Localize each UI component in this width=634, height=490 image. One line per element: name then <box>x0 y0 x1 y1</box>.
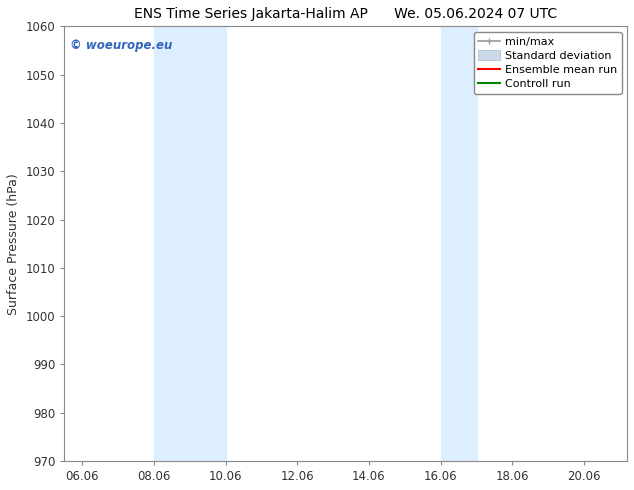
Title: ENS Time Series Jakarta-Halim AP      We. 05.06.2024 07 UTC: ENS Time Series Jakarta-Halim AP We. 05.… <box>134 7 557 21</box>
Bar <box>154 26 226 461</box>
Y-axis label: Surface Pressure (hPa): Surface Pressure (hPa) <box>7 173 20 315</box>
Legend: min/max, Standard deviation, Ensemble mean run, Controll run: min/max, Standard deviation, Ensemble me… <box>474 32 621 94</box>
Bar <box>441 26 477 461</box>
Text: © woeurope.eu: © woeurope.eu <box>70 39 172 52</box>
